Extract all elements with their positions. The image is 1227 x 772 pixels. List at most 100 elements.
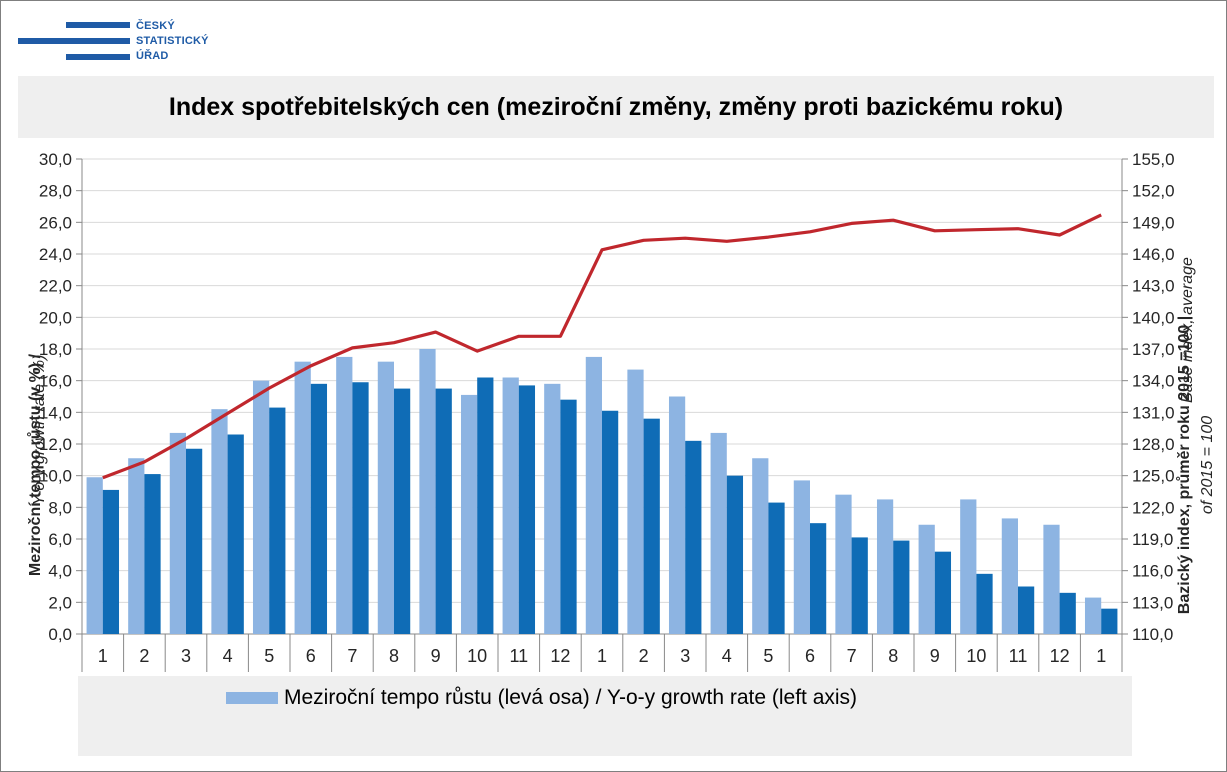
right-tick-label: 149,0 bbox=[1132, 213, 1175, 232]
category-label: 7 bbox=[347, 646, 357, 666]
category-label: 12 bbox=[1050, 646, 1070, 666]
right-axis-title-en: Base index, average bbox=[1179, 257, 1196, 403]
bar-yoy-light bbox=[627, 369, 644, 634]
right-tick-label: 116,0 bbox=[1132, 562, 1173, 581]
logo-stripe bbox=[66, 22, 130, 28]
category-label: 10 bbox=[966, 646, 986, 666]
category-label: 8 bbox=[888, 646, 898, 666]
bar-yoy-dark bbox=[643, 418, 660, 634]
logo-stripe bbox=[18, 38, 130, 44]
category-label: 12 bbox=[550, 646, 570, 666]
bar-yoy-dark bbox=[810, 523, 827, 634]
bar-yoy-dark bbox=[352, 382, 369, 634]
bar-yoy-dark bbox=[685, 440, 702, 634]
bar-yoy-light bbox=[585, 356, 602, 634]
right-tick-label: 125,0 bbox=[1132, 467, 1175, 486]
left-tick-label: 10,0 bbox=[39, 467, 72, 486]
bar-yoy-light bbox=[211, 409, 228, 634]
left-tick-label: 16,0 bbox=[39, 372, 72, 391]
chart-title: Index spotřebitelských cen (meziroční zm… bbox=[168, 93, 1064, 121]
bar-yoy-dark bbox=[1059, 592, 1076, 634]
right-tick-label: 119,0 bbox=[1132, 530, 1173, 549]
left-tick-label: 2,0 bbox=[48, 593, 72, 612]
category-label: 4 bbox=[722, 646, 732, 666]
bar-yoy-light bbox=[876, 499, 894, 634]
title-box: Index spotřebitelských cen (meziroční zm… bbox=[18, 76, 1214, 138]
bar-yoy-dark bbox=[269, 407, 286, 634]
logo-text-line1: ČESKÝ bbox=[136, 20, 175, 32]
bar-yoy-light bbox=[419, 349, 436, 634]
category-label: 1 bbox=[1096, 646, 1106, 666]
category-label: 9 bbox=[431, 646, 441, 666]
left-tick-label: 24,0 bbox=[39, 245, 72, 264]
left-tick-label: 12,0 bbox=[39, 435, 72, 454]
bar-yoy-dark bbox=[893, 540, 910, 634]
bar-yoy-dark bbox=[435, 388, 452, 634]
category-label: 10 bbox=[467, 646, 487, 666]
legend-label-yoy: Meziroční tempo růstu (levá osa) / Y-o-y… bbox=[284, 686, 858, 709]
bar-yoy-dark bbox=[394, 388, 411, 634]
category-label: 6 bbox=[805, 646, 815, 666]
series-line-base-index bbox=[102, 213, 1102, 480]
right-tick-label: 143,0 bbox=[1132, 277, 1175, 296]
left-tick-label: 6,0 bbox=[48, 530, 72, 549]
category-label: 5 bbox=[264, 646, 274, 666]
logo-text-line3: ÚŘAD bbox=[136, 50, 169, 62]
left-tick-label: 0,0 bbox=[48, 625, 72, 644]
logo-text-line2: STATISTICKÝ bbox=[136, 35, 209, 47]
bar-yoy-light bbox=[86, 477, 103, 634]
category-label: 3 bbox=[181, 646, 191, 666]
bar-yoy-dark bbox=[851, 537, 868, 634]
bar-yoy-light bbox=[1043, 524, 1060, 634]
bar-yoy-dark bbox=[602, 410, 619, 634]
bar-yoy-dark bbox=[102, 489, 120, 634]
legend: Meziroční tempo růstu (levá osa) / Y-o-y… bbox=[78, 676, 1132, 756]
bar-yoy-light bbox=[377, 361, 394, 634]
bar-yoy-light bbox=[1084, 597, 1102, 634]
category-label: 4 bbox=[223, 646, 233, 666]
bar-yoy-dark bbox=[560, 399, 577, 634]
category-label: 11 bbox=[1009, 646, 1028, 666]
bar-yoy-light bbox=[252, 380, 270, 634]
right-tick-label: 122,0 bbox=[1132, 498, 1175, 517]
right-tick-label: 110,0 bbox=[1132, 625, 1173, 644]
bar-yoy-dark bbox=[227, 434, 244, 634]
bar-yoy-dark bbox=[768, 502, 785, 634]
bar-yoy-dark bbox=[976, 573, 993, 634]
bar-yoy-light bbox=[668, 396, 686, 634]
bar-yoy-dark bbox=[186, 448, 203, 634]
left-tick-label: 4,0 bbox=[48, 562, 72, 581]
left-tick-label: 22,0 bbox=[39, 277, 72, 296]
category-label: 8 bbox=[389, 646, 399, 666]
bar-yoy-light bbox=[336, 356, 353, 634]
category-label: 1 bbox=[98, 646, 108, 666]
category-label: 5 bbox=[763, 646, 773, 666]
bar-yoy-dark bbox=[1018, 586, 1035, 634]
right-tick-label: 146,0 bbox=[1132, 245, 1175, 264]
left-tick-label: 28,0 bbox=[39, 182, 72, 201]
bar-yoy-dark bbox=[144, 474, 161, 634]
right-tick-label: 152,0 bbox=[1132, 182, 1175, 201]
right-tick-label: 134,0 bbox=[1132, 372, 1175, 391]
left-tick-label: 18,0 bbox=[39, 340, 72, 359]
bar-yoy-light bbox=[835, 494, 852, 634]
bar-yoy-dark bbox=[934, 551, 952, 634]
bar-yoy-light bbox=[460, 394, 478, 634]
right-tick-label: 140,0 bbox=[1132, 308, 1175, 327]
right-tick-label: 155,0 bbox=[1132, 150, 1175, 169]
left-tick-label: 26,0 bbox=[39, 213, 72, 232]
bar-yoy-light bbox=[502, 377, 519, 634]
bar-yoy-light bbox=[128, 458, 145, 634]
right-axis-title-en-line2: of 2015 = 100 bbox=[1199, 415, 1216, 515]
left-tick-label: 20,0 bbox=[39, 308, 72, 327]
category-label: 9 bbox=[930, 646, 940, 666]
right-tick-label: 131,0 bbox=[1132, 403, 1175, 422]
bar-yoy-light bbox=[169, 432, 186, 634]
bar-yoy-light bbox=[710, 432, 727, 634]
category-label: 6 bbox=[306, 646, 316, 666]
right-tick-label: 128,0 bbox=[1132, 435, 1175, 454]
bar-yoy-light bbox=[793, 480, 810, 634]
bar-yoy-light bbox=[1001, 518, 1018, 634]
category-label: 2 bbox=[639, 646, 649, 666]
